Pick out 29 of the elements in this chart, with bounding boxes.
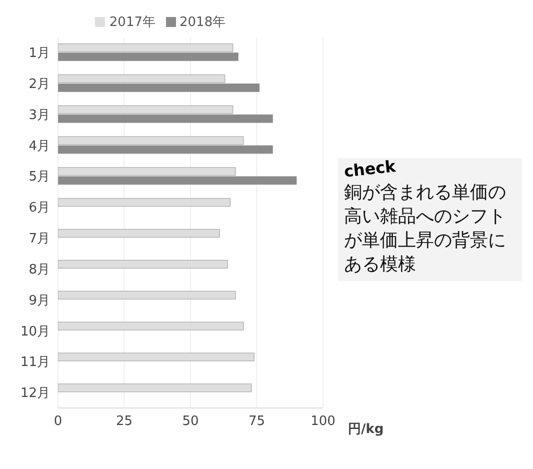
x-axis-title: 円/kg [348,421,384,438]
y-tick-label: 5月 [28,170,50,185]
y-tick-label: 12月 [20,386,50,402]
y-tick-label: 9月 [28,293,50,308]
legend-label: 2017年 [109,15,156,30]
y-tick-label: 2月 [28,76,50,92]
bar [58,384,252,392]
y-tick-label: 11月 [20,355,50,370]
bar [58,198,230,207]
y-tick-label: 10月 [20,324,50,340]
y-tick-label: 7月 [28,232,50,247]
x-tick-label: 25 [116,414,133,430]
bar [58,229,220,238]
bar [58,260,228,268]
x-tick-label: 75 [248,414,266,430]
y-tick-label: 6月 [28,200,50,216]
x-tick-label: 0 [54,414,62,430]
bar [58,322,244,330]
bar [58,352,254,362]
bar [58,290,236,300]
y-tick-label: 4月 [28,138,50,154]
x-tick-label: 50 [182,414,199,430]
legend-label: 2018年 [180,15,226,30]
text: check [343,156,397,181]
y-tick-label: 1月 [28,46,50,62]
y-tick-label: 3月 [28,108,50,123]
x-tick-label: 100 [310,414,336,430]
y-tick-label: 8月 [28,262,50,278]
text: 銅が含まれる単価の高い雑品へのシフトが単価上昇の背景にある模様 [344,181,507,277]
